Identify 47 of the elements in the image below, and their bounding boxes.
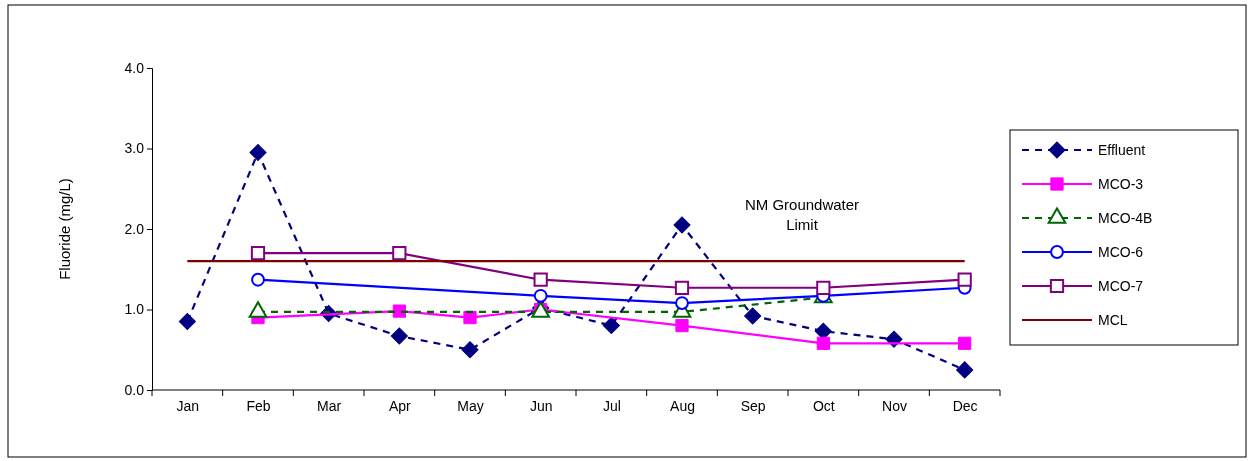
legend-label: MCL — [1098, 312, 1128, 328]
legend-label: Effluent — [1098, 142, 1146, 158]
x-tick-label: May — [457, 398, 484, 415]
point — [533, 288, 548, 303]
point — [602, 317, 620, 335]
legend-label: MCO-4B — [1098, 210, 1153, 226]
x-tick-label: Dec — [952, 398, 978, 415]
legend-label: MCO-7 — [1098, 278, 1144, 294]
point — [249, 143, 267, 162]
point — [178, 313, 196, 331]
x-tick-label: Nov — [882, 398, 907, 415]
point — [957, 272, 972, 287]
point — [675, 296, 689, 310]
y-tick-label: 2.0 — [124, 220, 145, 237]
annotation: NM Groundwater Limit — [744, 196, 860, 233]
point — [958, 336, 972, 350]
point — [814, 322, 832, 340]
x-tick-label: Aug — [670, 398, 695, 415]
point — [744, 307, 762, 325]
legend-label: MCO-3 — [1098, 176, 1144, 192]
x-tick-label: Sep — [740, 398, 766, 415]
x-tick-label: Jan — [176, 398, 200, 415]
point — [675, 318, 689, 333]
point — [674, 280, 690, 295]
point — [673, 216, 691, 234]
point — [390, 327, 408, 345]
legend-label: MCO-6 — [1098, 244, 1144, 260]
x-tick-label: Jul — [602, 398, 621, 415]
y-tick-label: 4.0 — [124, 59, 145, 76]
y-axis-title: Fluoride (mg/L) — [56, 178, 73, 280]
x-tick-label: Jun — [529, 398, 553, 415]
y-tick-label: 1.0 — [124, 301, 145, 318]
point — [250, 246, 266, 261]
x-tick-label: Feb — [246, 398, 271, 415]
y-tick-label: 0.0 — [124, 381, 145, 398]
point — [392, 246, 407, 261]
point — [533, 272, 548, 287]
x-tick-label: Mar — [317, 398, 342, 415]
x-tick-label: Oct — [812, 398, 835, 415]
point — [956, 361, 974, 379]
point — [461, 341, 479, 359]
point — [463, 310, 477, 325]
x-tick-label: Apr — [388, 398, 412, 415]
point — [816, 336, 830, 350]
point — [251, 272, 265, 287]
point — [816, 280, 831, 295]
y-tick-label: 3.0 — [124, 140, 145, 157]
